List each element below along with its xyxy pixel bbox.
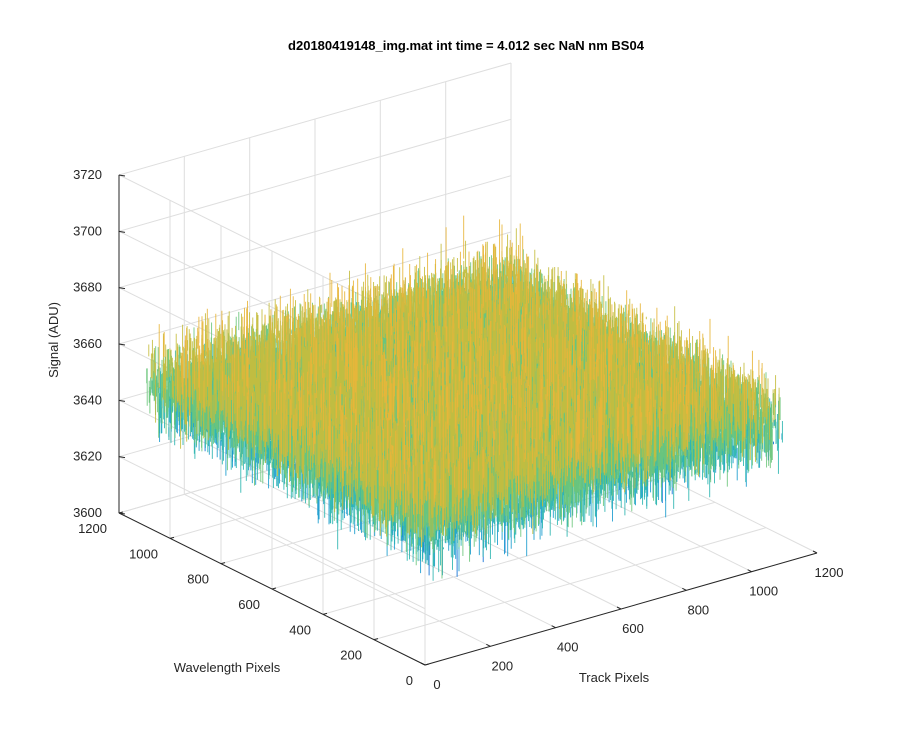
- x-tick-mark: [551, 625, 556, 629]
- x-tick-label: 800: [687, 602, 709, 617]
- z-tick-label: 3680: [73, 280, 102, 295]
- z-tick-mark: [118, 287, 126, 290]
- x-tick-mark: [420, 662, 426, 666]
- z-tick-label: 3620: [73, 449, 102, 464]
- y-tick-mark: [169, 536, 175, 539]
- x-tick-label: 1000: [749, 584, 778, 599]
- x-tick-label: 200: [491, 658, 513, 673]
- y-tick-label: 600: [238, 597, 260, 612]
- y-tick-mark: [424, 663, 430, 666]
- tick-labels: 0 200 400 600 800 1000 1200 0 200 400 600 800 1000 12…: [73, 167, 843, 692]
- z-tick-label: 3720: [73, 167, 102, 182]
- z-tick-mark: [118, 230, 126, 233]
- z-tick-mark: [118, 456, 126, 459]
- z-tick-mark: [118, 399, 126, 402]
- z-tick-mark: [118, 174, 126, 177]
- x-axis-label: Track Pixels: [579, 670, 650, 685]
- x-tick-label: 0: [433, 677, 440, 692]
- y-axis-label: Wavelength Pixels: [174, 660, 281, 675]
- y-tick-label: 1200: [78, 521, 107, 536]
- z-tick-label: 3640: [73, 392, 102, 407]
- y-tick-label: 800: [187, 572, 209, 587]
- y-tick-mark: [373, 638, 379, 641]
- y-tick-label: 1000: [129, 546, 158, 561]
- z-tick-label: 3700: [73, 223, 102, 238]
- y-tick-label: 200: [340, 648, 362, 663]
- x-tick-label: 600: [622, 621, 644, 636]
- z-tick-mark: [118, 512, 126, 515]
- z-tick-label: 3660: [73, 336, 102, 351]
- x-tick-mark: [812, 550, 818, 554]
- x-tick-mark: [486, 643, 491, 647]
- axes-layer: [118, 174, 818, 666]
- surface-layer: [146, 215, 783, 581]
- chart-title: d20180419148_img.mat int time = 4.012 se…: [288, 38, 645, 53]
- x-tick-label: 1200: [815, 565, 844, 580]
- y-tick-mark: [220, 562, 226, 565]
- z-axis-label: Signal (ADU): [46, 302, 61, 378]
- y-tick-mark: [271, 587, 277, 590]
- y-tick-mark: [322, 612, 328, 615]
- x-tick-mark: [747, 569, 752, 573]
- x-tick-mark: [616, 606, 622, 610]
- surface-mesh-band: [158, 215, 763, 527]
- y-tick-label: 0: [406, 673, 413, 688]
- y-tick-label: 400: [289, 622, 311, 637]
- x-tick-label: 400: [557, 640, 579, 655]
- z-tick-mark: [118, 343, 126, 346]
- x-tick-mark: [682, 587, 687, 591]
- z-tick-label: 3600: [73, 505, 102, 520]
